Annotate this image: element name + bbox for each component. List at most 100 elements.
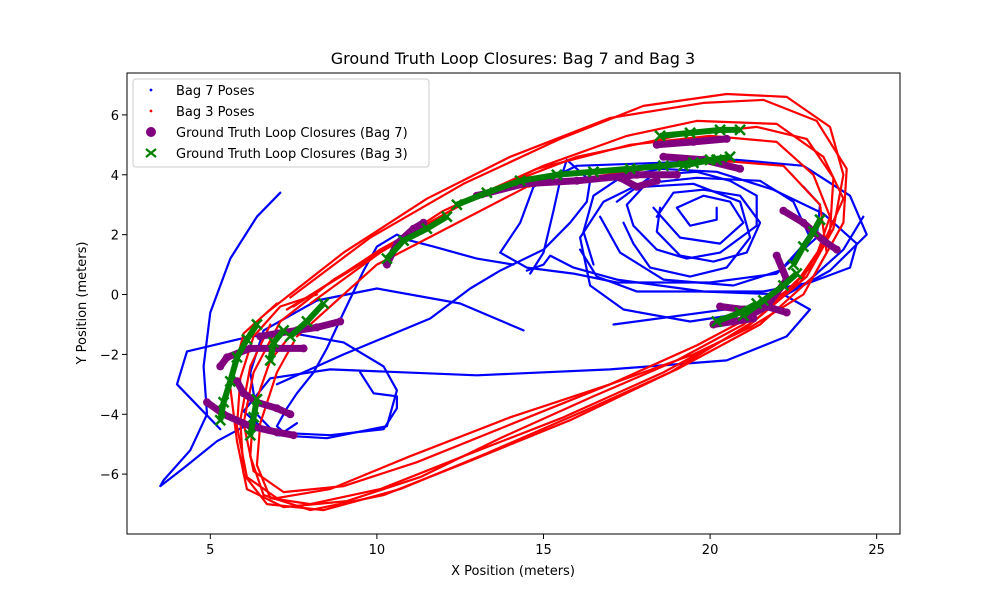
chart-title: Ground Truth Loop Closures: Bag 7 and Ba… bbox=[331, 49, 695, 68]
legend-label: Bag 7 Poses bbox=[176, 84, 255, 99]
bag3-loop-closure-point bbox=[224, 375, 237, 388]
bag3-loop-closure-point bbox=[317, 297, 330, 310]
bag3-loop-closure-point bbox=[710, 315, 723, 328]
x-tick-label: 5 bbox=[206, 543, 214, 558]
bag-7-poses-trajectory bbox=[655, 188, 762, 263]
x-tick-label: 20 bbox=[702, 543, 719, 558]
bag3-loop-closure-point bbox=[704, 153, 716, 166]
bag7-loop-closure-point bbox=[652, 176, 661, 185]
bag3-loop-closure-point bbox=[264, 354, 277, 367]
bag7-loop-closure-point bbox=[722, 134, 731, 143]
legend: Bag 7 Poses Bag 3 Poses Ground Truth Loop … bbox=[132, 78, 430, 168]
legend-item-ground-truth-loop-closures-bag-3: Ground Truth Loop Closures (Bag 3) bbox=[145, 147, 408, 162]
bag7-loop-closure-point bbox=[336, 317, 345, 326]
bag3-loop-closure-point bbox=[734, 123, 746, 136]
y-tick-label: −6 bbox=[100, 468, 119, 483]
bag7-loop-closure-point bbox=[272, 428, 281, 437]
bag3-loop-closure-segment bbox=[384, 214, 449, 261]
bag3-loop-closure-point bbox=[251, 318, 263, 331]
bag7-loop-closure-point bbox=[832, 245, 841, 254]
bag7-loop-closure-point bbox=[799, 218, 808, 227]
bag3-loop-closure-point bbox=[684, 126, 696, 139]
legend-label: Ground Truth Loop Closures (Bag 7) bbox=[176, 126, 408, 141]
bag3-loop-closure-point bbox=[657, 159, 670, 172]
y-tick-label: 2 bbox=[111, 229, 119, 244]
bag-3-poses-trajectory bbox=[239, 98, 848, 512]
x-tick-label: 10 bbox=[369, 543, 386, 558]
bag3-loop-closure-point bbox=[724, 150, 736, 163]
bag7-loop-closure-point bbox=[819, 236, 828, 245]
bag3-loop-closure-point bbox=[750, 297, 763, 310]
y-tick-label: 6 bbox=[111, 109, 119, 124]
bag7-loop-closure-point bbox=[312, 323, 321, 332]
y-tick-label: −4 bbox=[100, 408, 119, 423]
bag7-loop-closure-point bbox=[749, 314, 758, 323]
legend-item-bag-3-poses: Bag 3 Poses bbox=[149, 105, 255, 120]
bag3-loop-closure-point bbox=[420, 222, 433, 235]
bag7-loop-closure-point bbox=[203, 398, 211, 407]
legend-dot-marker bbox=[149, 88, 153, 92]
bag3-loop-closure-point bbox=[514, 174, 527, 187]
bag-3-poses-trajectory bbox=[255, 125, 835, 506]
bag7-loop-closure-point bbox=[672, 170, 681, 179]
axis-ticks: 5 10 15 20 25 −6 −4 −2 0 2 4 6 bbox=[100, 109, 885, 558]
plot-frame bbox=[126, 72, 901, 535]
bag3-loop-closure-point bbox=[814, 213, 826, 226]
x-axis-label: X Position (meters) bbox=[451, 564, 575, 579]
bag7-loop-closure-point bbox=[233, 377, 241, 386]
x-tick-label: 25 bbox=[868, 543, 885, 558]
bag7-loop-closure-point bbox=[246, 344, 255, 353]
bag7-loop-closure-point bbox=[299, 344, 308, 353]
bag3-loop-closure-point bbox=[807, 225, 820, 238]
bag7-loop-closure-point bbox=[736, 164, 745, 173]
bag3-loop-closure-point bbox=[677, 159, 690, 172]
bag3-loop-closure-point bbox=[214, 414, 227, 427]
y-tick-label: 0 bbox=[111, 289, 119, 304]
bag3-loop-closure-point bbox=[734, 306, 746, 319]
bag7-loop-closure-point bbox=[409, 224, 418, 233]
bag3-loop-closure-point bbox=[397, 234, 410, 247]
bag-7-poses-trajectory bbox=[275, 233, 515, 434]
y-axis-label: Y Position (meters) bbox=[75, 242, 90, 366]
bag-7-poses-trajectory bbox=[652, 194, 745, 245]
bag7-loop-closure-point bbox=[572, 176, 581, 185]
bag7-loop-closure-point bbox=[289, 431, 298, 440]
bag3-loop-closure-point bbox=[217, 396, 230, 409]
bag7-loop-closure-point bbox=[256, 332, 265, 341]
bag7-loop-closure-point bbox=[659, 152, 668, 161]
bag7-loop-closure-point bbox=[286, 410, 295, 419]
legend-label: Bag 3 Poses bbox=[176, 105, 255, 120]
bag3-loop-closure-point bbox=[714, 123, 726, 136]
bag7-loop-closure-point bbox=[382, 260, 391, 269]
bag3-loop-closure-point bbox=[247, 411, 260, 424]
bag7-loop-closure-point bbox=[652, 140, 661, 149]
bag3-loop-closure-point bbox=[267, 336, 280, 349]
bag3-loop-closure-point bbox=[231, 351, 243, 364]
bag7-loop-closure-point bbox=[632, 182, 641, 191]
series-ground-truth-loop-closures-bag-3 bbox=[214, 123, 826, 442]
bag-3-poses-trajectory bbox=[235, 158, 828, 500]
bag3-loop-closure-point bbox=[757, 294, 770, 307]
bag3-loop-closure-point bbox=[624, 162, 636, 175]
y-tick-label: 4 bbox=[111, 169, 119, 184]
bag7-loop-closure-point bbox=[716, 302, 725, 311]
bag3-loop-closure-point bbox=[301, 315, 313, 328]
bag3-loop-closure-segment bbox=[790, 218, 823, 267]
legend-item-ground-truth-loop-closures-bag-7: Ground Truth Loop Closures (Bag 7) bbox=[146, 126, 408, 141]
bag7-loop-closure-point bbox=[616, 173, 625, 182]
bag-7-poses-trajectory bbox=[275, 158, 592, 386]
bag3-loop-closure-point bbox=[654, 129, 666, 142]
bag3-loop-closure-point bbox=[284, 330, 297, 343]
bag3-loop-closure-point bbox=[381, 252, 393, 265]
bag7-loop-closure-point bbox=[239, 389, 248, 398]
bag3-loop-closure-point bbox=[777, 279, 790, 292]
bag3-loop-closure-point bbox=[787, 258, 800, 271]
bag3-loop-closure-point bbox=[450, 198, 463, 211]
bag7-loop-closure-point bbox=[689, 137, 698, 146]
bag7-loop-closure-point bbox=[729, 317, 738, 326]
y-tick-label: −2 bbox=[100, 348, 119, 363]
bag7-loop-closure-point bbox=[779, 206, 788, 215]
bag3-loop-closure-point bbox=[251, 393, 263, 406]
